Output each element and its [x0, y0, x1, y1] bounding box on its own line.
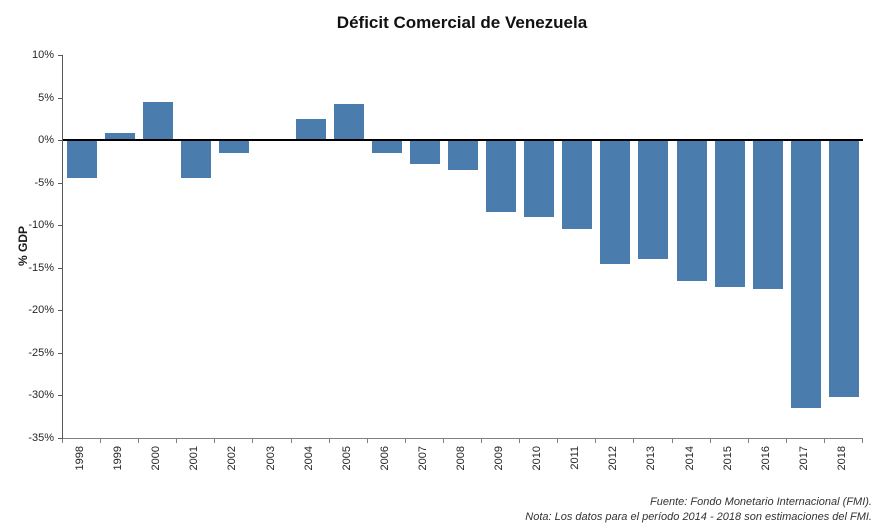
x-tick-label: 2014 [683, 446, 696, 471]
x-tick-mark [442, 439, 444, 443]
x-tick-label: 2015 [721, 446, 734, 471]
y-tick-label: -30% [28, 389, 54, 402]
y-tick-mark [58, 395, 63, 397]
bar-2006 [371, 140, 402, 153]
bar-1998 [67, 140, 98, 179]
x-tick-label: 2004 [302, 446, 315, 471]
x-tick-mark [290, 439, 292, 443]
bar-1999 [105, 133, 136, 141]
x-tick-mark [519, 439, 521, 443]
x-tick-label: 2002 [226, 446, 239, 471]
x-tick-label: 2007 [416, 446, 429, 471]
bar-2015 [714, 140, 745, 288]
bar-2000 [143, 101, 174, 141]
y-tick-mark [58, 182, 63, 184]
x-tick-mark [747, 439, 749, 443]
bar-2016 [752, 140, 783, 290]
x-tick-label: 2001 [188, 446, 201, 471]
y-tick-label: -35% [28, 432, 54, 444]
x-tick-mark [671, 439, 673, 443]
bar-2012 [600, 140, 631, 264]
y-tick-label: 5% [38, 91, 54, 104]
y-tick-mark [58, 267, 63, 269]
x-tick-label: 2006 [378, 446, 391, 471]
bar-2001 [181, 140, 212, 179]
chart-title: Déficit Comercial de Venezuela [336, 13, 588, 32]
x-tick-mark [62, 439, 63, 443]
x-tick-label: 2000 [150, 446, 163, 471]
bar-2010 [524, 140, 555, 217]
y-tick-label: -5% [34, 176, 54, 189]
y-tick-label: -10% [28, 219, 54, 232]
x-tick-mark [214, 439, 216, 443]
bar-2014 [676, 140, 707, 281]
x-tick-label: 2005 [340, 446, 353, 471]
x-tick-label: 2009 [493, 446, 506, 471]
x-tick-mark [557, 439, 559, 443]
bar-2013 [638, 140, 669, 260]
x-tick-label: 1998 [74, 446, 87, 471]
x-tick-label: 2018 [835, 446, 848, 471]
plot-area: 10% 5% 0% -5% -10% -15% -20% -25% -30% -35% [28, 49, 863, 444]
x-tick-mark [100, 439, 102, 443]
y-tick-label: -20% [28, 304, 54, 317]
bar-2009 [486, 140, 517, 213]
y-tick-mark [58, 310, 63, 312]
x-tick-mark [633, 439, 635, 443]
x-tick-mark [709, 439, 711, 443]
y-tick-mark [58, 352, 63, 354]
x-tick-mark [138, 439, 140, 443]
x-tick-mark [785, 439, 787, 443]
bar-2002 [219, 140, 250, 153]
x-tick-mark [595, 439, 597, 443]
y-tick-label: -15% [28, 261, 54, 274]
x-tick-label: 2017 [797, 446, 810, 471]
x-tick-label: 2003 [264, 446, 277, 471]
bar-2007 [409, 140, 440, 164]
y-tick-label: -25% [28, 346, 54, 359]
bar-2008 [448, 140, 478, 170]
x-axis-labels: 1998 1999 2000 2001 2002 2003 2004 2005 2006 2007… [62, 439, 863, 489]
y-tick-mark [58, 97, 63, 99]
bar-2005 [333, 104, 364, 141]
source-note: Fuente: Fondo Monetario Internacional (F… [650, 496, 872, 509]
y-tick-label: 0% [38, 134, 54, 147]
x-tick-label: 2013 [645, 446, 658, 471]
y-tick-label: 10% [31, 49, 54, 61]
bar-2017 [790, 140, 821, 409]
x-tick-label: 2008 [455, 446, 467, 471]
x-tick-mark [328, 439, 330, 443]
y-tick-mark [58, 55, 63, 56]
x-tick-mark [862, 439, 863, 443]
zero-axis-line [63, 139, 863, 142]
x-tick-label: 2016 [759, 446, 772, 471]
x-tick-label: 1999 [112, 446, 125, 471]
x-tick-mark [481, 439, 483, 443]
x-tick-label: 2012 [607, 446, 620, 471]
y-tick-mark [58, 438, 63, 439]
x-tick-mark [252, 439, 254, 443]
bar-2018 [828, 140, 859, 398]
bar-2011 [562, 140, 593, 230]
y-tick-mark [58, 225, 63, 227]
x-tick-label: 2010 [531, 446, 544, 471]
footer-notes: Fuente: Fondo Monetario Internacional (F… [525, 495, 872, 525]
x-tick-label: 2011 [569, 446, 582, 470]
bar-2004 [295, 118, 326, 141]
x-tick-mark [823, 439, 825, 443]
x-tick-mark [366, 439, 368, 443]
x-tick-mark [176, 439, 178, 443]
x-tick-mark [404, 439, 406, 443]
y-tick-mark [58, 140, 63, 142]
fmi-note: Nota: Los datos para el período 2014 - 2… [525, 511, 872, 524]
